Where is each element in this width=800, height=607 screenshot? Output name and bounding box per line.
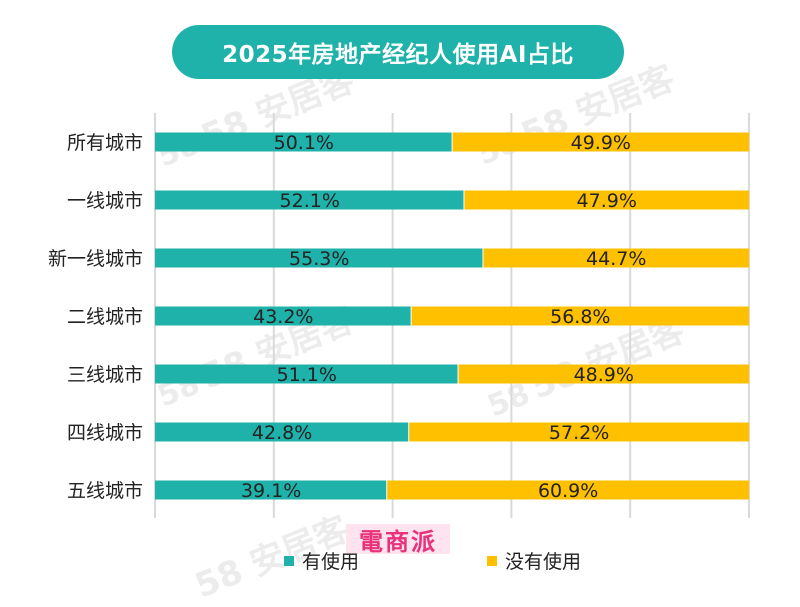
data-label-used: 50.1% — [274, 132, 334, 154]
bar-used — [155, 422, 409, 442]
category-label: 五线城市 — [67, 480, 143, 502]
data-label-not-used: 49.9% — [571, 132, 631, 154]
data-label-not-used: 60.9% — [538, 480, 598, 502]
data-label-used: 51.1% — [277, 364, 337, 386]
bar-not-used — [483, 248, 749, 268]
stamp-logo: 電商派 — [346, 524, 450, 556]
category-label: 所有城市 — [67, 132, 143, 154]
data-label-used: 39.1% — [241, 480, 301, 502]
data-label-not-used: 44.7% — [586, 248, 646, 270]
bar-used — [155, 248, 483, 268]
bar-used — [155, 132, 452, 152]
category-label: 三线城市 — [67, 364, 143, 386]
legend-not-used: 没有使用 — [487, 547, 581, 574]
data-label-used: 55.3% — [289, 248, 349, 270]
bar-not-used — [464, 190, 749, 210]
bar-used — [155, 364, 458, 384]
legend-label-not-used: 没有使用 — [505, 551, 582, 573]
category-label: 一线城市 — [67, 190, 143, 212]
bar-not-used — [452, 132, 749, 152]
category-label: 新一线城市 — [48, 248, 143, 270]
data-label-not-used: 56.8% — [550, 306, 610, 328]
data-label-used: 42.8% — [252, 422, 312, 444]
bar-used — [155, 306, 411, 326]
bar-not-used — [458, 364, 749, 384]
data-label-not-used: 48.9% — [574, 364, 634, 386]
category-label: 二线城市 — [67, 306, 143, 328]
data-label-used: 52.1% — [280, 190, 340, 212]
bar-not-used — [409, 422, 749, 442]
bar-used — [155, 190, 464, 210]
bar-not-used — [387, 480, 749, 500]
bar-not-used — [411, 306, 749, 326]
legend-used: 有使用 — [284, 547, 359, 574]
data-label-not-used: 47.9% — [577, 190, 637, 212]
legend-swatch-used — [284, 555, 294, 566]
data-label-not-used: 57.2% — [549, 422, 609, 444]
stacked-bar-chart: 所有城市 50.1% 49.9% 一线城市 52.1% 47.9% 新一线城市 55.3% 44… — [48, 113, 750, 518]
legend-label-used: 有使用 — [302, 551, 360, 573]
data-label-used: 43.2% — [253, 306, 313, 328]
legend-swatch-not-used — [487, 555, 497, 566]
bar-used — [155, 480, 387, 500]
chart-title: 2025年房地产经纪人使用AI占比 — [172, 25, 624, 79]
category-label: 四线城市 — [67, 422, 143, 444]
